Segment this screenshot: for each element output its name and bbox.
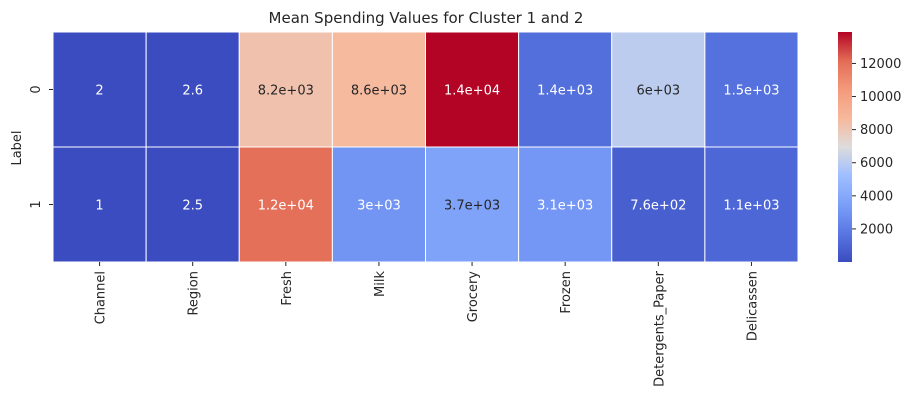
x-tick-label-4: Grocery bbox=[466, 271, 481, 323]
cell-annotation-r1-c7: 1.1e+03 bbox=[723, 199, 779, 214]
heatmap-cell-r0-c5 bbox=[518, 31, 613, 148]
y-tick-label-0: 0 bbox=[29, 85, 44, 93]
x-tick-label-6: Detergents_Paper bbox=[652, 270, 667, 387]
heatmap-cell-r0-c0 bbox=[52, 31, 147, 148]
heatmap-cell-r0-c2 bbox=[238, 31, 333, 148]
x-tick-label-5: Frozen bbox=[559, 271, 574, 314]
y-tick-labels: 01 bbox=[29, 85, 53, 209]
heatmap-cell-r0-c1 bbox=[145, 31, 240, 148]
heatmap-cell-r1-c4 bbox=[425, 146, 520, 263]
cell-annotation-r0-c2: 8.2e+03 bbox=[258, 84, 314, 99]
cell-annotation-r0-c0: 2 bbox=[95, 84, 103, 99]
cell-annotation-r0-c5: 1.4e+03 bbox=[537, 84, 593, 99]
x-tick-labels: Channel Region Fresh Milk Grocery Frozen Deter… bbox=[94, 262, 760, 387]
cell-annotation-r1-c4: 3.7e+03 bbox=[444, 199, 500, 214]
x-tick-label-7: Delicassen bbox=[745, 271, 760, 341]
colorbar bbox=[838, 32, 852, 262]
heatmap-cell-r1-c6 bbox=[611, 146, 706, 263]
heatmap-cell-r1-c3 bbox=[331, 146, 426, 263]
heatmap-cell-r0-c3 bbox=[331, 31, 426, 148]
heatmap-cell-r1-c7 bbox=[704, 146, 799, 263]
colorbar-ticks: 2000 4000 6000 8000 10000 12000 bbox=[852, 57, 901, 237]
heatmap-cell-r0-c4 bbox=[425, 31, 520, 148]
cell-annotation-r1-c6: 7.6e+02 bbox=[630, 199, 686, 214]
colorbar-tick-label-2: 6000 bbox=[860, 156, 893, 171]
cell-annotation-r1-c3: 3e+03 bbox=[357, 199, 401, 214]
chart-title: Mean Spending Values for Cluster 1 and 2 bbox=[269, 9, 584, 27]
cell-annotation-r1-c0: 1 bbox=[95, 199, 103, 214]
colorbar-tick-label-4: 10000 bbox=[860, 90, 901, 105]
y-tick-label-1: 1 bbox=[29, 200, 44, 208]
colorbar-tick-label-5: 12000 bbox=[860, 57, 901, 72]
heatmap-cell-r0-c7 bbox=[704, 31, 799, 148]
heatmap-cell-r1-c1 bbox=[145, 146, 240, 263]
cell-annotation-r0-c3: 8.6e+03 bbox=[351, 84, 407, 99]
colorbar-tick-label-1: 4000 bbox=[860, 189, 893, 204]
heatmap-cells: 2 2.6 8.2e+03 8.6e+03 1.4e+04 1.4e+03 6e+03 1.5… bbox=[52, 31, 799, 263]
cell-annotation-r1-c1: 2.5 bbox=[182, 199, 203, 214]
x-tick-label-3: Milk bbox=[373, 271, 388, 297]
cell-annotation-r0-c1: 2.6 bbox=[182, 84, 203, 99]
cell-annotation-r1-c5: 3.1e+03 bbox=[537, 199, 593, 214]
cell-annotation-r0-c4: 1.4e+04 bbox=[444, 84, 500, 99]
y-axis-label: Label bbox=[10, 130, 25, 165]
x-tick-label-0: Channel bbox=[94, 271, 109, 324]
cell-annotation-r0-c6: 6e+03 bbox=[636, 84, 680, 99]
colorbar-tick-label-0: 2000 bbox=[860, 222, 893, 237]
x-tick-label-2: Fresh bbox=[280, 271, 295, 306]
colorbar-tick-label-3: 8000 bbox=[860, 123, 893, 138]
cell-annotation-r1-c2: 1.2e+04 bbox=[258, 199, 314, 214]
cell-annotation-r0-c7: 1.5e+03 bbox=[723, 84, 779, 99]
heatmap-cell-r1-c5 bbox=[518, 146, 613, 263]
x-tick-label-1: Region bbox=[187, 271, 202, 316]
